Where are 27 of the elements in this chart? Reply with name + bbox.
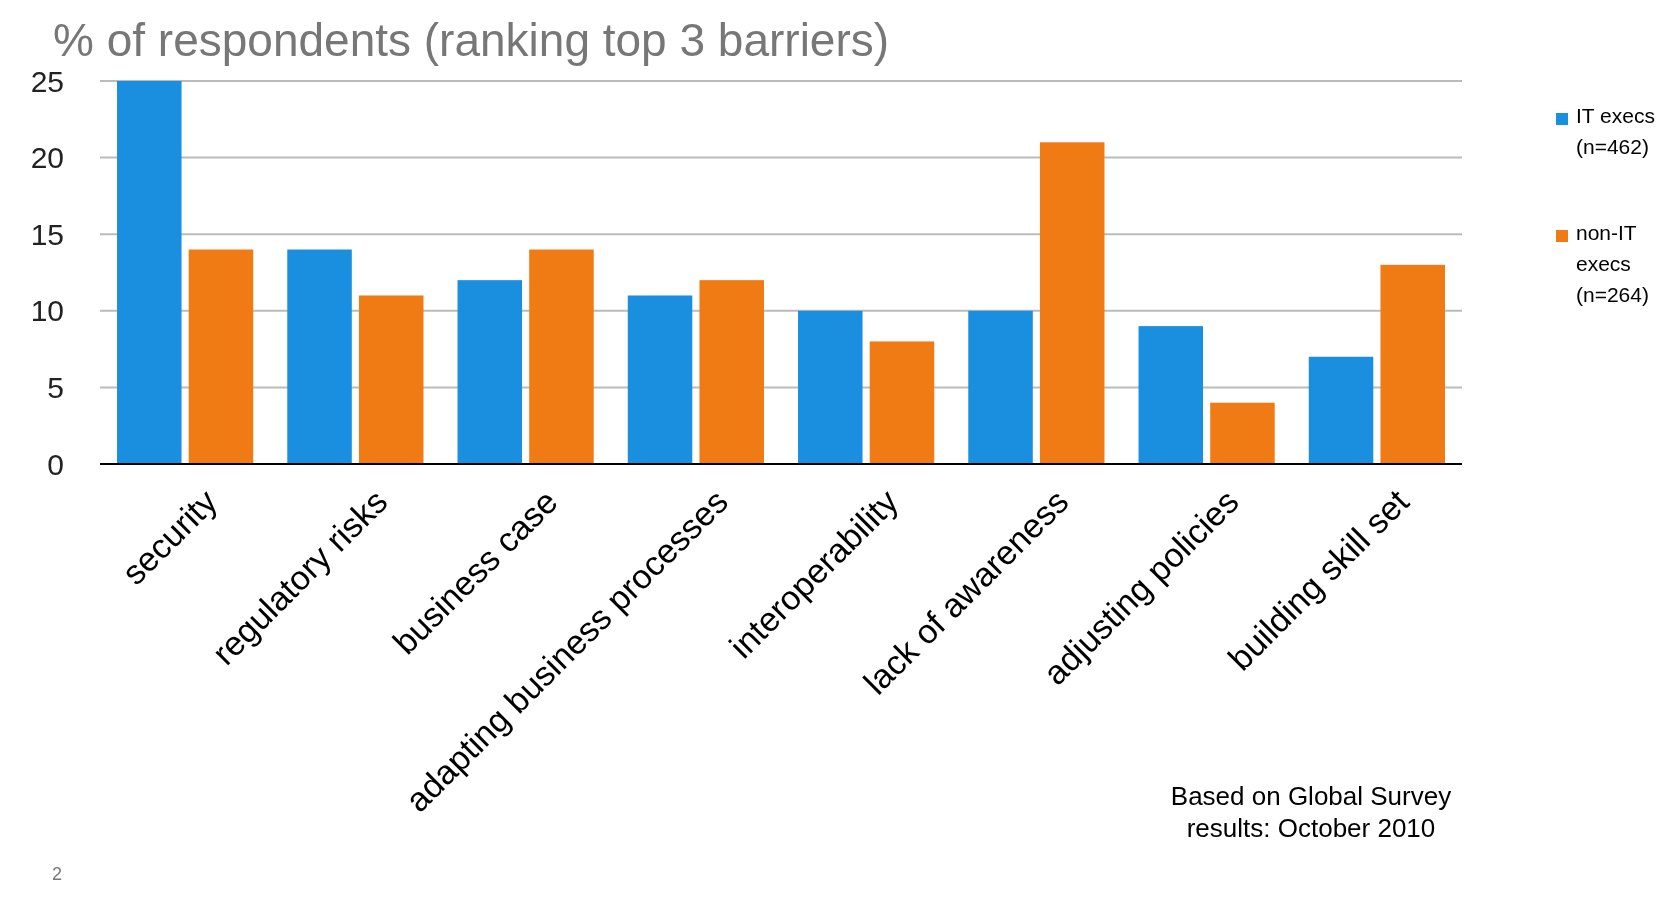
bar	[869, 341, 935, 464]
bar	[1380, 264, 1445, 464]
bar	[188, 249, 254, 464]
bar	[529, 249, 594, 464]
bar	[798, 310, 863, 464]
bar	[1138, 326, 1204, 464]
bar	[968, 310, 1033, 464]
y-tick-label: 15	[30, 217, 64, 251]
y-tick-label: 5	[47, 370, 64, 404]
legend-label: IT execs (n=462)	[1576, 104, 1655, 158]
y-tick-label: 25	[30, 64, 64, 98]
text: Based on Global Survey results: October 2010	[1170, 781, 1452, 843]
y-tick-label: 0	[47, 447, 64, 481]
y-tick-label: 20	[30, 141, 64, 175]
bar	[287, 249, 352, 464]
bar	[117, 81, 182, 464]
bar	[1308, 356, 1374, 464]
bar	[1210, 402, 1275, 464]
legend-label: non-IT execs (n=264)	[1576, 221, 1649, 306]
bar	[1039, 142, 1105, 464]
bar	[627, 295, 693, 464]
text: 2	[52, 864, 63, 884]
chart-title: % of respondents (ranking top 3 barriers)	[53, 14, 890, 66]
bar	[358, 295, 424, 464]
y-tick-label: 10	[30, 294, 64, 328]
bar	[699, 280, 764, 464]
bar	[457, 280, 523, 464]
